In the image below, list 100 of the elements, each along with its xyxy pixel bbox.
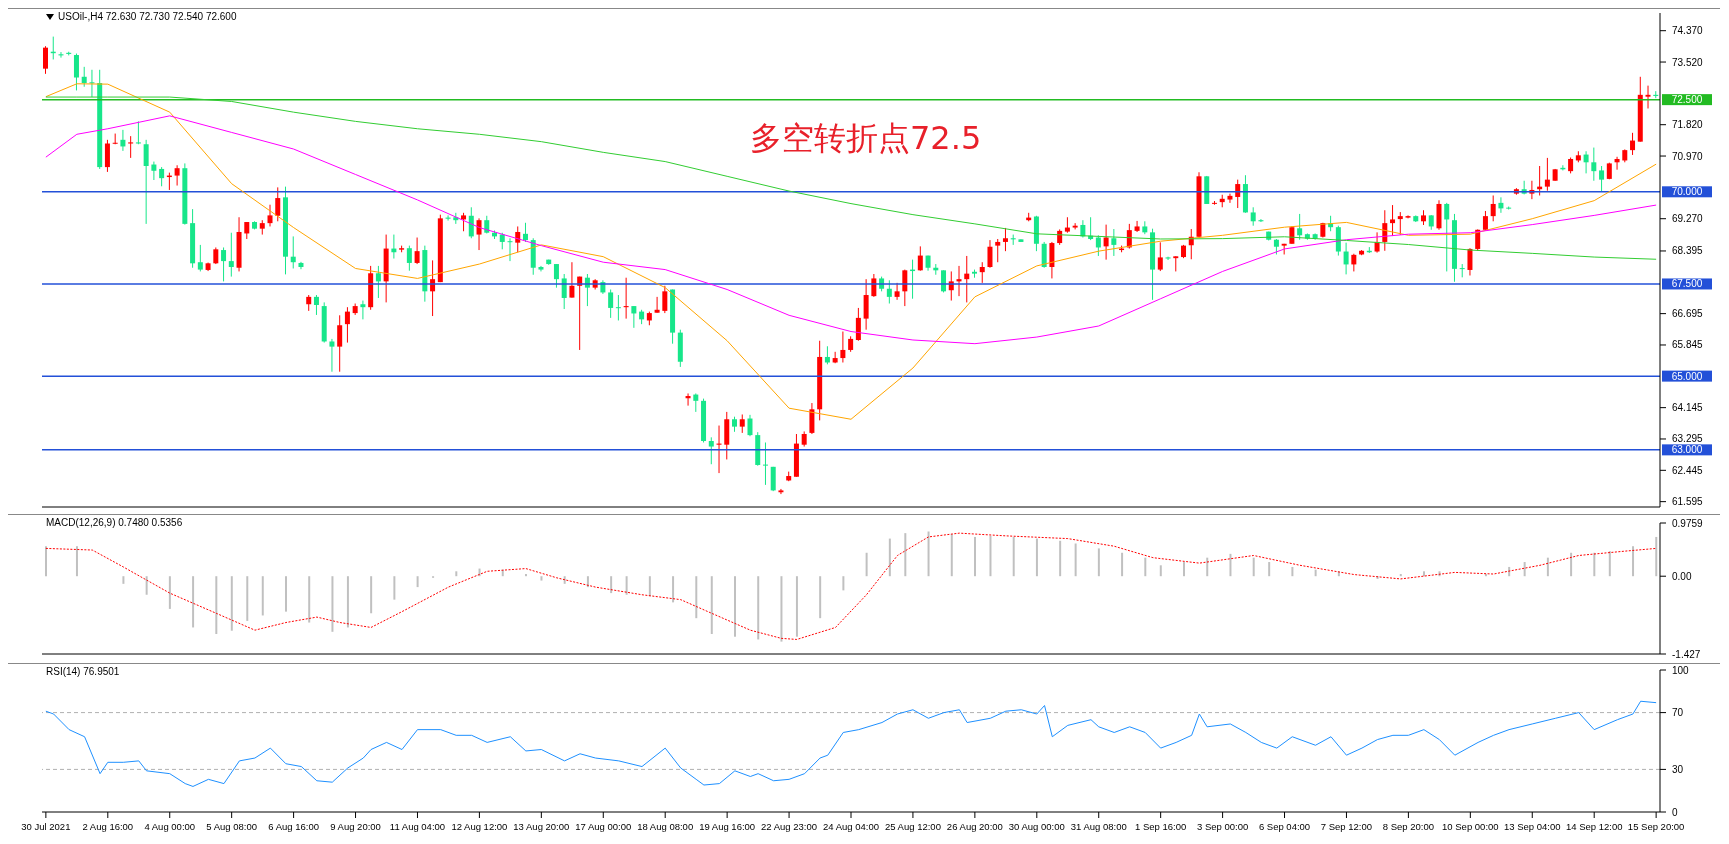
x-tick-label: 30 Aug 00:00 (1008, 821, 1065, 832)
x-tick-label: 13 Aug 20:00 (513, 821, 570, 832)
candlestick (507, 238, 513, 262)
bar (230, 576, 233, 631)
x-tick-label: 15 Sep 20:00 (1627, 821, 1685, 832)
bar (974, 536, 976, 577)
bar (1632, 546, 1635, 577)
bar (540, 576, 543, 581)
x-tick-label: 5 Aug 08:00 (206, 821, 258, 832)
ref-line-label: 70.000 (1671, 186, 1703, 198)
x-tick-label: 7 Sep 12:00 (1320, 821, 1373, 832)
ref-line-label: 65.000 (1671, 370, 1703, 382)
y-tick-label: 68.395 (1672, 245, 1704, 257)
y-tick-label: 70.970 (1672, 150, 1704, 162)
bar (865, 552, 868, 577)
y-tick-label: 69.270 (1672, 213, 1704, 225)
bar (524, 574, 527, 577)
bar (1314, 569, 1317, 577)
bar (261, 576, 264, 616)
bar (586, 576, 589, 588)
bar (331, 576, 334, 632)
bar (757, 576, 760, 640)
bar (1159, 565, 1162, 577)
x-tick-label: 4 Aug 00:00 (144, 821, 196, 832)
bar (842, 576, 845, 591)
y-tick-label: 63.295 (1672, 433, 1704, 445)
bar (625, 576, 628, 595)
y-tick-label: 73.520 (1672, 56, 1704, 68)
bar (950, 534, 953, 577)
bar (610, 576, 613, 594)
bar (1423, 571, 1426, 577)
bar (1121, 552, 1124, 577)
y-tick-label: 70 (1672, 707, 1684, 719)
x-tick-label: 3 Sep 00:00 (1196, 821, 1249, 832)
ref-line-label: 63.000 (1671, 444, 1703, 456)
bar (308, 576, 311, 623)
x-tick-label: 25 Aug 12:00 (884, 821, 941, 832)
y-tick-label: 0 (1672, 806, 1678, 818)
bar (1252, 557, 1255, 577)
ref-line-label: 72.500 (1671, 94, 1703, 106)
y-tick-label: 0.9759 (1672, 517, 1704, 529)
bar (455, 571, 458, 577)
bar (1608, 551, 1611, 577)
bar (168, 576, 171, 609)
x-tick-label: 14 Sep 12:00 (1565, 821, 1623, 832)
bar (1183, 562, 1186, 577)
x-tick-label: 6 Sep 04:00 (1258, 821, 1311, 832)
bar (989, 535, 992, 577)
x-tick-label: 2 Aug 16:00 (82, 821, 134, 832)
line-series (45, 700, 1657, 787)
y-tick-label: 71.820 (1672, 119, 1704, 131)
y-tick-label: 62.445 (1672, 464, 1704, 476)
x-tick-label: 17 Aug 00:00 (575, 821, 632, 832)
x-tick-label: 31 Aug 08:00 (1070, 821, 1127, 832)
bar (734, 576, 736, 637)
line-series (45, 115, 1657, 345)
y-tick-label: 66.695 (1672, 308, 1704, 320)
bar (780, 576, 783, 642)
line-series (45, 83, 1657, 420)
bar (75, 546, 78, 577)
bar (1570, 552, 1573, 577)
bar (648, 576, 651, 597)
x-tick-label: 18 Aug 08:00 (637, 821, 694, 832)
x-tick-label: 30 Jul 2021 (21, 821, 71, 832)
y-tick-label: 64.145 (1672, 402, 1704, 414)
bar (927, 531, 930, 577)
bar (1484, 574, 1487, 577)
chart-title: RSI(14) 76.9501 (46, 666, 120, 677)
bar (215, 576, 218, 634)
x-tick-label: 8 Sep 20:00 (1382, 821, 1435, 832)
bar (695, 576, 698, 619)
bar (1144, 557, 1147, 577)
y-tick-label: 74.370 (1672, 25, 1704, 37)
bar (795, 576, 798, 637)
bar (346, 576, 349, 628)
chart-title: USOil-,H4 72.630 72.730 72.540 72.600 (58, 11, 237, 22)
y-tick-label: 0.00 (1672, 570, 1692, 582)
bar (246, 576, 249, 621)
bar (370, 576, 373, 614)
x-tick-label: 1 Sep 16:00 (1135, 821, 1187, 832)
x-tick-label: 9 Aug 20:00 (330, 821, 381, 832)
bar (888, 538, 891, 577)
bar (192, 576, 195, 628)
y-tick-label: 61.595 (1672, 496, 1704, 508)
bar (710, 576, 713, 634)
ref-line-label: 67.500 (1671, 278, 1703, 290)
bar (1059, 540, 1062, 577)
bar (284, 576, 287, 612)
x-tick-label: 13 Sep 04:00 (1504, 821, 1561, 832)
x-tick-label: 10 Sep 00:00 (1442, 821, 1499, 832)
x-tick-label: 12 Aug 12:00 (451, 821, 508, 832)
annotation: 多空转折点72.5 (750, 118, 982, 159)
y-tick-label: 65.845 (1672, 339, 1704, 351)
bar (1593, 552, 1596, 577)
bar (393, 576, 396, 600)
x-tick-label: 6 Aug 16:00 (268, 821, 319, 832)
y-tick-label: -1.427 (1672, 648, 1701, 660)
bar (904, 533, 907, 577)
x-tick-label: 19 Aug 16:00 (699, 821, 756, 832)
bar (145, 576, 148, 595)
